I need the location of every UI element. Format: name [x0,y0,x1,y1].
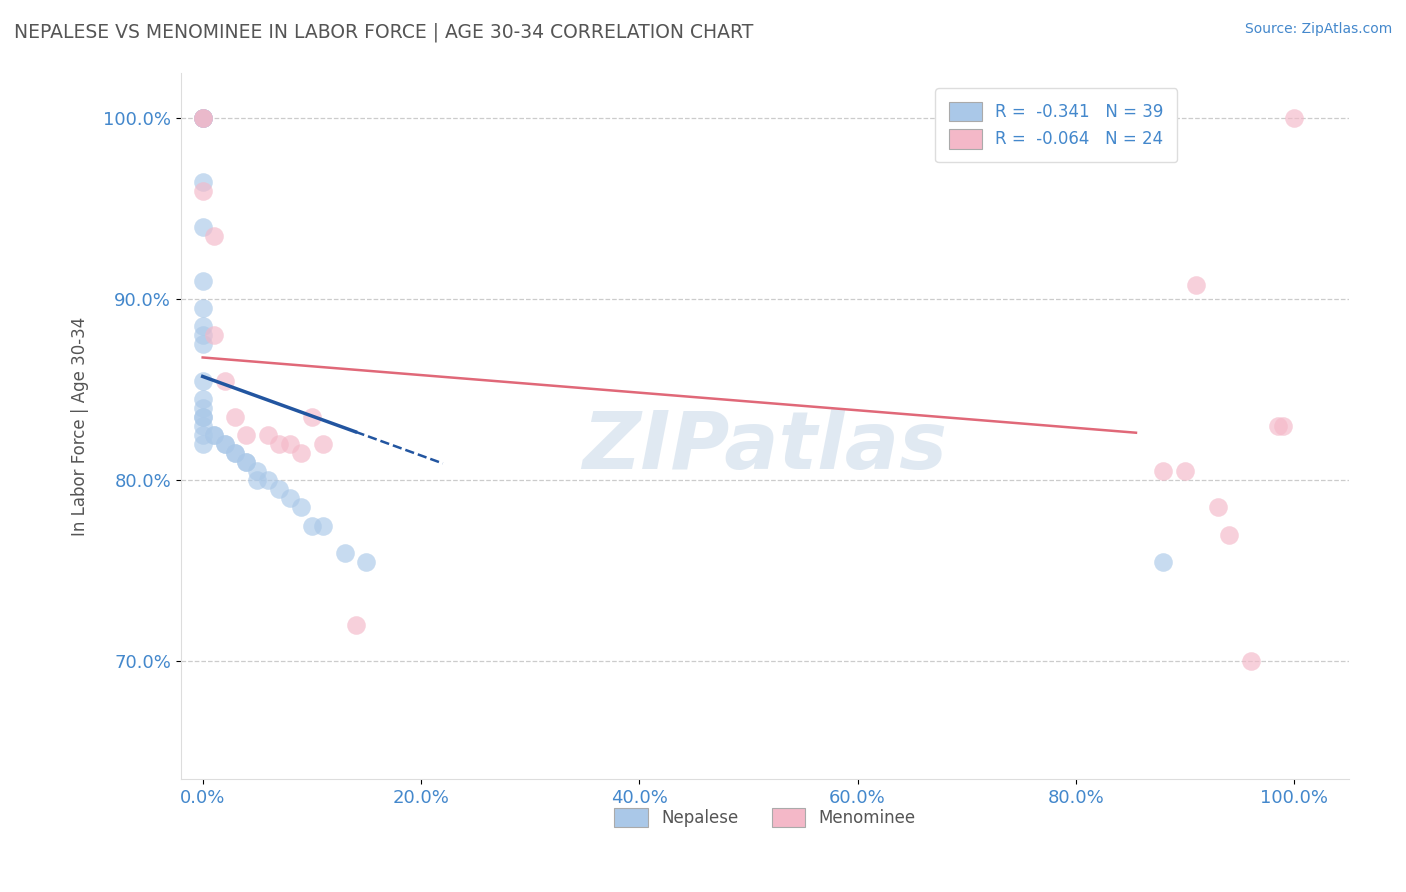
Point [235,428,257,442]
Point [202,428,225,442]
Point [1174,464,1197,478]
Point [1267,419,1289,434]
Point [1206,500,1229,515]
Point [1185,277,1208,292]
Point [191,219,214,234]
Point [1152,555,1174,569]
Point [191,319,214,334]
Point [269,483,291,497]
Point [235,455,257,469]
Point [257,473,280,487]
Point [191,409,214,424]
Point [356,555,378,569]
Legend: Nepalese, Menominee: Nepalese, Menominee [607,802,922,834]
Point [1152,464,1174,478]
Point [191,175,214,189]
Point [246,464,269,478]
Text: ZIPatlas: ZIPatlas [582,409,948,486]
Point [202,428,225,442]
Point [257,428,280,442]
Point [312,437,335,451]
Point [191,112,214,126]
Point [333,546,356,560]
Point [191,112,214,126]
Point [290,500,312,515]
Point [202,328,225,343]
Point [191,392,214,406]
Point [191,274,214,288]
Point [214,437,236,451]
Point [191,112,214,126]
Point [1239,654,1261,668]
Point [191,409,214,424]
Point [191,374,214,388]
Point [246,473,269,487]
Point [224,409,246,424]
Point [191,428,214,442]
Point [1284,112,1306,126]
Point [312,518,335,533]
Point [344,618,367,632]
Y-axis label: In Labor Force | Age 30-34: In Labor Force | Age 30-34 [72,317,89,535]
Point [1218,527,1240,541]
Point [191,437,214,451]
Point [278,437,301,451]
Text: NEPALESE VS MENOMINEE IN LABOR FORCE | AGE 30-34 CORRELATION CHART: NEPALESE VS MENOMINEE IN LABOR FORCE | A… [14,22,754,42]
Point [1272,799,1295,814]
Point [214,437,236,451]
Point [224,446,246,460]
Point [278,491,301,506]
Point [301,518,323,533]
Point [191,112,214,126]
Point [224,446,246,460]
Point [202,228,225,243]
Point [214,374,236,388]
Point [301,409,323,424]
Point [269,437,291,451]
Point [191,401,214,415]
Point [191,184,214,198]
Point [235,455,257,469]
Point [191,419,214,434]
Point [191,301,214,316]
Point [191,112,214,126]
Text: Source: ZipAtlas.com: Source: ZipAtlas.com [1244,22,1392,37]
Point [290,446,312,460]
Point [191,328,214,343]
Point [191,337,214,351]
Point [191,112,214,126]
Point [1272,419,1295,434]
